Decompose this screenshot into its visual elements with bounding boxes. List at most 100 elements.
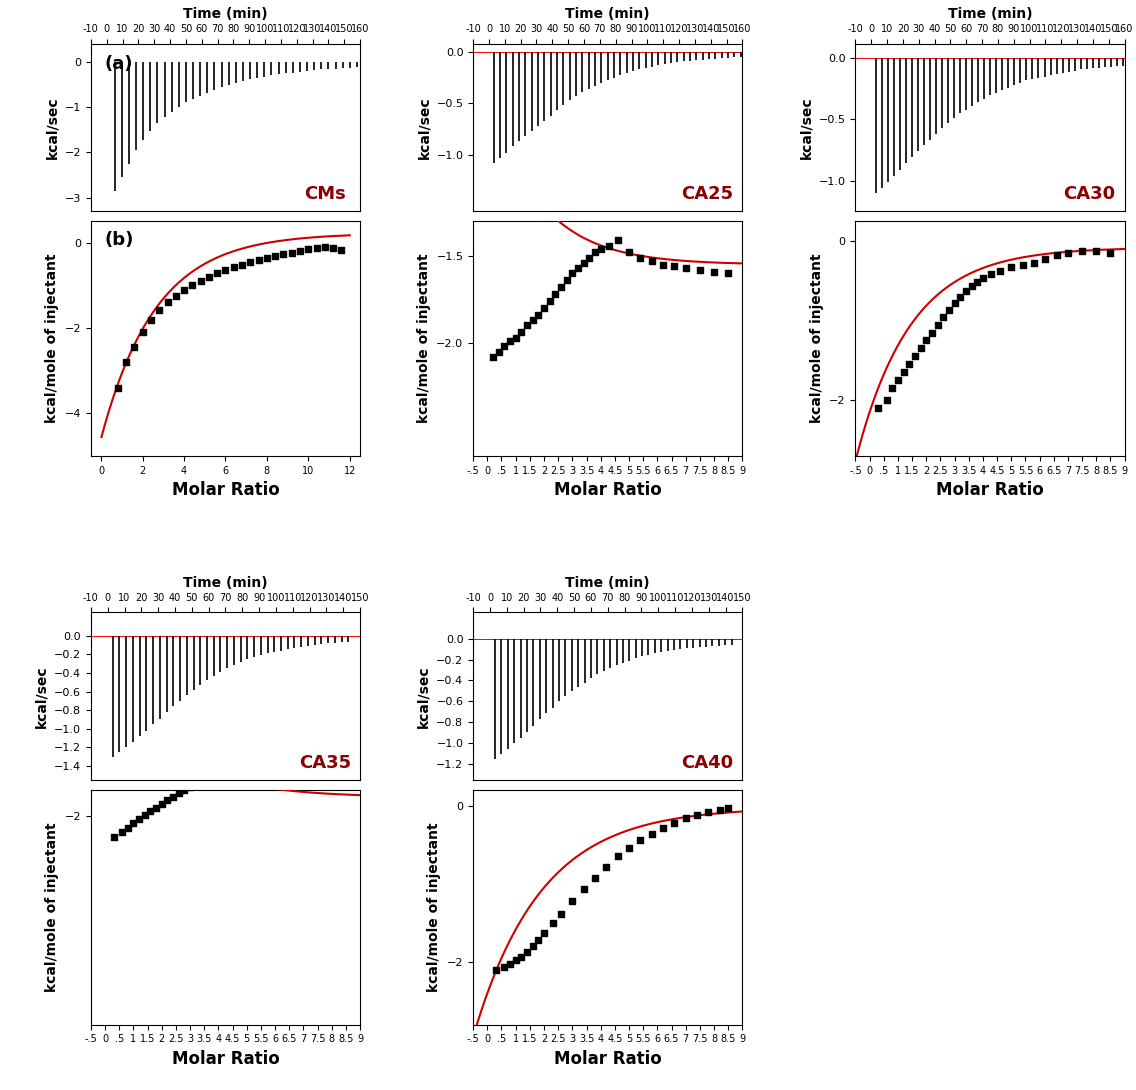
Point (869, 399, 887, 416)
Text: (b): (b) (105, 231, 134, 249)
Point (705, 263, 724, 280)
Point (266, 247, 284, 265)
Point (309, 767, 327, 785)
Point (575, 254, 593, 271)
Point (192, 272, 210, 290)
Y-axis label: kcal/mole of injectant: kcal/mole of injectant (45, 254, 59, 423)
Y-axis label: kcal/sec: kcal/sec (417, 665, 431, 727)
Point (877, 391, 895, 409)
X-axis label: Time (min): Time (min) (566, 8, 650, 22)
Point (316, 238, 334, 255)
Point (529, 306, 548, 324)
Point (167, 287, 185, 304)
Point (900, 355, 918, 373)
Point (719, 265, 737, 282)
Text: CMs: CMs (304, 185, 346, 204)
Point (1036, 250, 1054, 267)
Point (654, 256, 673, 274)
Point (183, 277, 201, 294)
X-axis label: Molar Ratio: Molar Ratio (554, 1050, 661, 1068)
Point (951, 288, 969, 305)
Point (192, 772, 210, 789)
Point (677, 259, 695, 277)
Point (175, 281, 193, 299)
Point (258, 250, 276, 267)
Point (1013, 256, 1031, 274)
Point (507, 329, 525, 347)
Point (1002, 258, 1020, 276)
Point (934, 307, 952, 325)
Point (158, 293, 176, 311)
Point (524, 312, 542, 329)
Point (150, 301, 168, 318)
Point (541, 292, 559, 310)
Point (558, 271, 576, 289)
Point (135, 807, 153, 824)
Point (691, 262, 709, 279)
Y-axis label: kcal/mole of injectant: kcal/mole of injectant (810, 254, 824, 423)
Point (501, 955, 519, 972)
Y-axis label: kcal/sec: kcal/sec (45, 96, 59, 159)
Point (1025, 254, 1043, 271)
Point (643, 825, 661, 843)
Point (894, 364, 912, 381)
Point (600, 237, 618, 254)
Point (275, 245, 293, 263)
Point (991, 263, 1009, 280)
Point (928, 316, 946, 334)
Point (118, 819, 136, 836)
Point (719, 799, 737, 816)
Point (620, 244, 638, 262)
X-axis label: Molar Ratio: Molar Ratio (936, 481, 1044, 499)
Point (495, 958, 513, 976)
Y-axis label: kcal/mole of injectant: kcal/mole of injectant (427, 823, 442, 992)
Point (535, 300, 553, 317)
Point (883, 379, 901, 397)
Text: CA30: CA30 (1063, 185, 1116, 204)
Point (233, 256, 251, 274)
Point (323, 768, 341, 786)
Point (1074, 243, 1092, 261)
Point (905, 348, 924, 365)
Point (592, 240, 610, 257)
Point (666, 257, 684, 275)
Point (117, 353, 135, 371)
Point (632, 832, 650, 849)
X-axis label: Time (min): Time (min) (183, 577, 268, 590)
X-axis label: Time (min): Time (min) (947, 8, 1033, 22)
Point (507, 952, 525, 969)
Point (939, 302, 958, 319)
X-axis label: Molar Ratio: Molar Ratio (172, 481, 279, 499)
Point (512, 948, 531, 966)
Point (1087, 242, 1105, 259)
X-axis label: Time (min): Time (min) (183, 8, 268, 22)
Point (208, 265, 226, 282)
Point (294, 765, 312, 783)
Point (911, 340, 929, 358)
Point (237, 758, 256, 775)
Point (643, 253, 661, 270)
Point (112, 823, 131, 840)
Point (175, 782, 193, 799)
Point (218, 763, 236, 780)
Point (543, 915, 561, 932)
Point (209, 764, 227, 782)
Point (200, 268, 218, 286)
Point (283, 244, 301, 262)
Point (124, 814, 142, 832)
Point (125, 338, 143, 355)
Point (586, 869, 604, 886)
Point (957, 282, 975, 300)
Point (198, 768, 216, 786)
Point (152, 795, 170, 812)
Point (308, 240, 326, 257)
Point (552, 279, 570, 296)
Point (632, 249, 650, 266)
Point (109, 379, 127, 397)
Point (216, 262, 234, 279)
Point (249, 759, 267, 776)
Point (983, 266, 1001, 283)
Text: CA40: CA40 (682, 754, 734, 772)
Point (609, 231, 627, 249)
Point (158, 791, 176, 809)
